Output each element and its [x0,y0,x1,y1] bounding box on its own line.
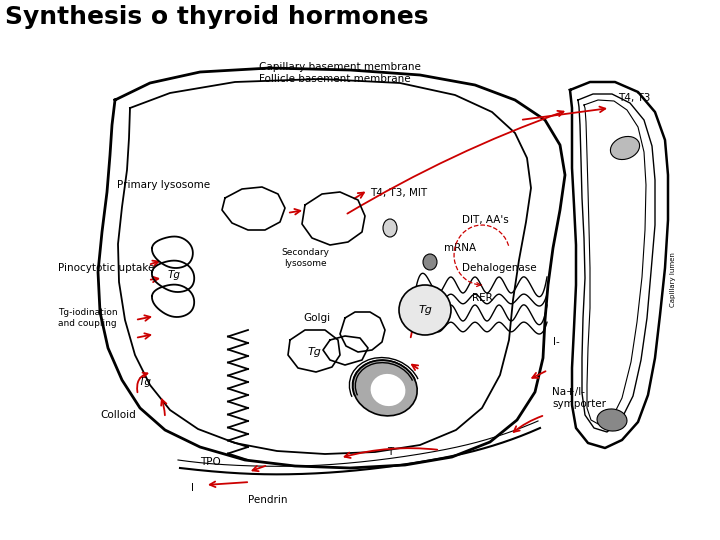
Text: Dehalogenase: Dehalogenase [462,263,536,273]
Text: Pinocytotic uptake: Pinocytotic uptake [58,263,154,273]
Ellipse shape [597,409,627,431]
Text: Follicle basement membrane: Follicle basement membrane [259,74,411,84]
Ellipse shape [611,137,639,159]
Ellipse shape [423,254,437,270]
Ellipse shape [399,285,451,335]
Text: Colloid: Colloid [100,410,136,420]
Text: Tg: Tg [307,347,321,357]
Text: I-: I- [553,337,559,347]
Text: Na+/I-
symporter: Na+/I- symporter [552,387,606,409]
Text: RER: RER [472,293,492,303]
Text: mRNA: mRNA [444,243,476,253]
Text: Capillary basement membrane: Capillary basement membrane [259,62,421,72]
Ellipse shape [371,374,405,406]
Ellipse shape [383,219,397,237]
Ellipse shape [353,360,417,416]
Text: Secondary
lysosome: Secondary lysosome [281,248,329,268]
Text: Tg: Tg [418,305,432,315]
Text: Tg: Tg [138,377,151,387]
Text: T: T [387,447,393,457]
Text: Capillary lumen: Capillary lumen [670,253,676,307]
Text: Primary lysosome: Primary lysosome [117,180,210,190]
Text: Synthesis o thyroid hormones: Synthesis o thyroid hormones [5,5,428,29]
Text: I: I [192,483,194,493]
Text: Tg: Tg [168,270,181,280]
Text: DIT, AA's: DIT, AA's [462,215,509,225]
Text: Tg-iodination
and coupling: Tg-iodination and coupling [58,308,117,328]
Text: Pendrin: Pendrin [248,495,288,505]
Text: T4, T3: T4, T3 [618,93,650,103]
Text: Golgi: Golgi [303,313,330,323]
Text: T4, T3, MIT: T4, T3, MIT [370,188,427,198]
Text: TPO: TPO [199,457,220,467]
